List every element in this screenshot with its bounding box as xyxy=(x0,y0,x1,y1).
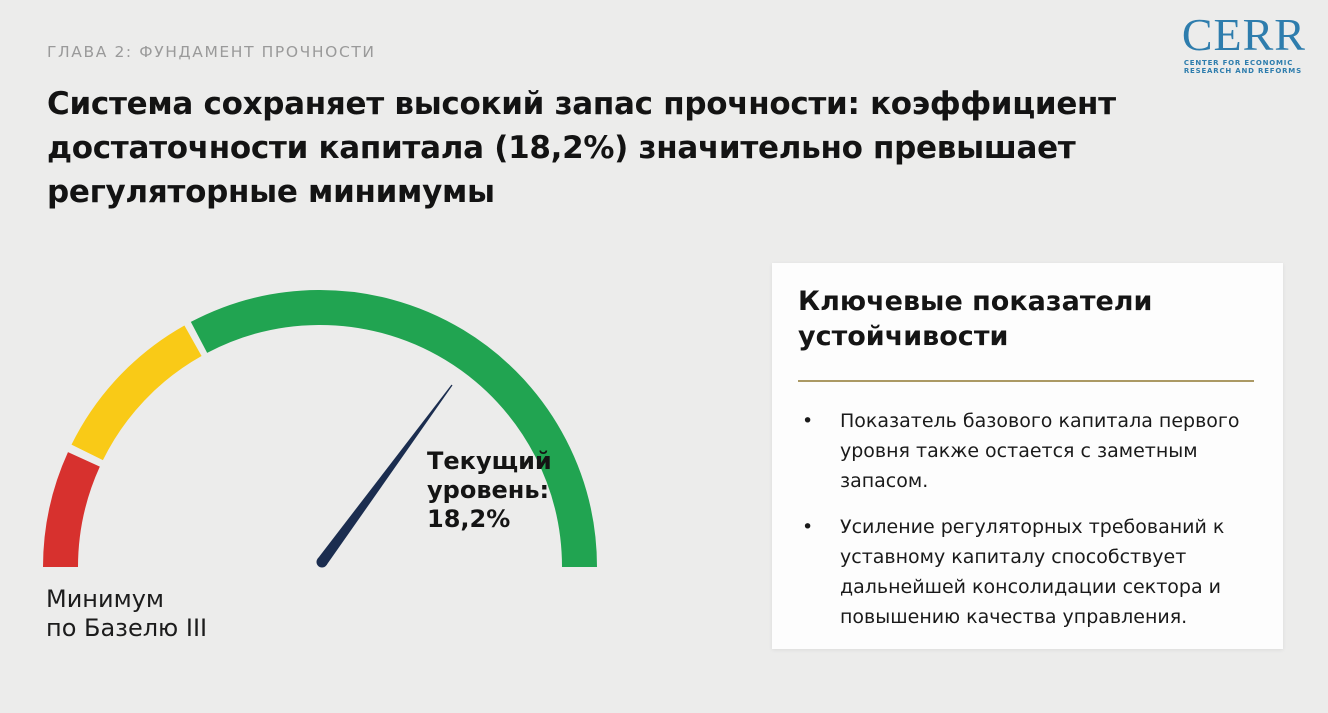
gauge-segment-yellow xyxy=(71,325,202,461)
list-item: • Усиление регуляторных требований к уст… xyxy=(798,512,1255,632)
page-title: Система сохраняет высокий запас прочност… xyxy=(47,86,1116,210)
bullet-text-regulatory-requirements: Усиление регуляторных требований к устав… xyxy=(840,516,1225,628)
list-item: • Показатель базового капитала первого у… xyxy=(798,406,1255,496)
bullet-icon: • xyxy=(802,410,814,432)
gold-divider xyxy=(798,380,1254,382)
key-indicators-list: • Показатель базового капитала первого у… xyxy=(798,406,1255,632)
bullet-text-tier1-capital: Показатель базового капитала первого уро… xyxy=(840,410,1240,492)
cerr-logo-subtitle: CENTER FOR ECONOMIC RESEARCH AND REFORMS xyxy=(1183,59,1302,75)
chapter-label: ГЛАВА 2: ФУНДАМЕНТ ПРОЧНОСТИ xyxy=(47,43,376,61)
key-indicators-panel: Ключевые показатели устойчивости • Показ… xyxy=(772,263,1283,649)
bullet-icon: • xyxy=(802,516,814,538)
capital-adequacy-gauge xyxy=(43,290,597,568)
gauge-segment-green xyxy=(190,290,597,568)
gauge-needle xyxy=(317,384,453,566)
key-indicators-title: Ключевые показатели устойчивости xyxy=(798,286,1153,352)
cerr-logo-wordmark: CERR xyxy=(1181,9,1306,60)
gauge-current-value-label: Текущий уровень: 18,2% xyxy=(427,447,552,533)
gauge-basel-minimum-label: Минимум по Базелю III xyxy=(46,585,208,642)
gauge-segment-red xyxy=(43,452,100,568)
cerr-logo: CERR CENTER FOR ECONOMIC RESEARCH AND RE… xyxy=(1181,9,1306,76)
